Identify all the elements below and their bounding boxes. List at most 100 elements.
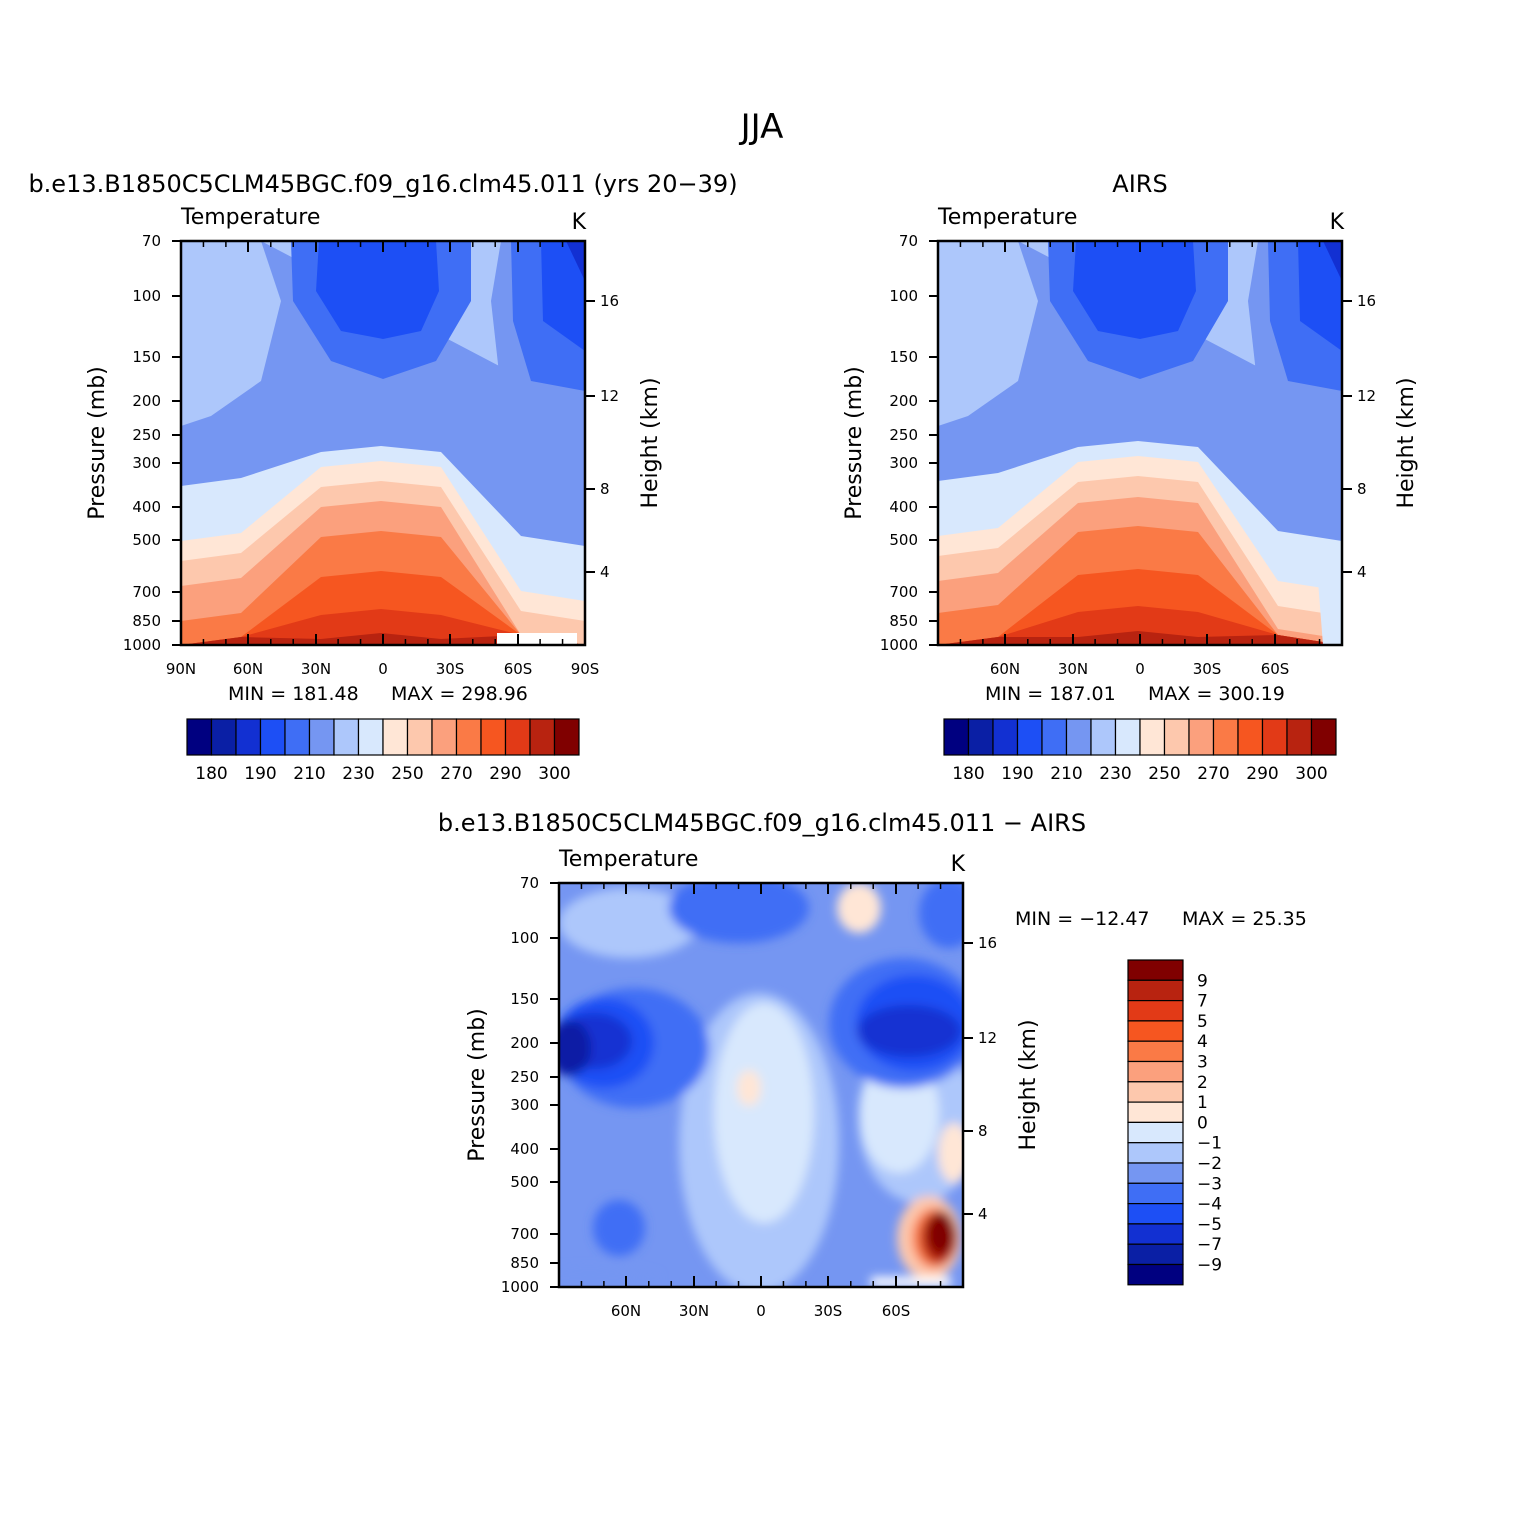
panel-diff-max: MAX = 25.35 <box>1182 908 1307 930</box>
colorbar-box <box>1065 718 1092 756</box>
height-tick-label: 12 <box>978 1029 997 1047</box>
contour-blob <box>927 1211 955 1255</box>
y-tick-label: 100 <box>889 287 918 305</box>
panel-diff-variable: Temperature <box>558 847 698 872</box>
contour-blob <box>857 1005 961 1057</box>
height-tick-label: 16 <box>978 934 997 952</box>
colorbar-label: 270 <box>440 764 472 784</box>
colorbar-box <box>1261 718 1288 756</box>
y-tick-label: 1000 <box>123 636 161 654</box>
height-tick-label: 12 <box>600 387 619 405</box>
colorbar-label: 190 <box>244 764 276 784</box>
colorbar-box <box>1127 1020 1184 1042</box>
colorbar-box <box>1127 1060 1184 1083</box>
y-tick-label: 300 <box>889 454 918 472</box>
colorbar-box <box>1127 959 1184 981</box>
y-tick-label: 700 <box>889 583 918 601</box>
contour-blob <box>714 1003 814 1223</box>
panel-model-units: K <box>572 210 587 235</box>
colorbar-label: −2 <box>1197 1154 1222 1174</box>
colorbar-box <box>1286 718 1313 756</box>
colorbar-box <box>308 718 335 756</box>
colorbar-label: −5 <box>1197 1215 1222 1235</box>
colorbar-box <box>1114 718 1141 756</box>
colorbar-box <box>1163 718 1190 756</box>
colorbar-box <box>1310 718 1337 756</box>
missing-data <box>871 1277 951 1287</box>
colorbar-label: 9 <box>1197 971 1208 991</box>
colorbar-label: 7 <box>1197 992 1208 1012</box>
colorbar-label: 290 <box>489 764 521 784</box>
colorbar-box <box>210 718 237 756</box>
colorbar-box <box>235 718 262 756</box>
panel-diff-field <box>559 883 963 1287</box>
y-tick-label: 250 <box>889 426 918 444</box>
y-tick-label: 150 <box>889 348 918 366</box>
height-tick-label: 4 <box>978 1205 988 1223</box>
colorbar-box <box>553 718 580 756</box>
contour-blob <box>559 1020 591 1076</box>
colorbar-label: 190 <box>1001 764 1033 784</box>
contour-band <box>566 241 585 281</box>
contour-band <box>1073 241 1196 339</box>
height-tick-label: 16 <box>600 292 619 310</box>
y-tick-label: 850 <box>889 612 918 630</box>
y-tick-label: 850 <box>510 1254 539 1272</box>
colorbar-label: 1 <box>1197 1093 1208 1113</box>
panel-model-variable: Temperature <box>180 205 320 230</box>
contour-band <box>938 606 1342 645</box>
panel-model-ylabel: Pressure (mb) <box>85 366 110 520</box>
colorbar-box <box>529 718 556 756</box>
x-tick-label: 90S <box>571 660 600 678</box>
contour-blob <box>593 1200 645 1256</box>
y-tick-label: 150 <box>510 990 539 1008</box>
colorbar-label: −9 <box>1197 1256 1222 1276</box>
panel-diff-min: MIN = −12.47 <box>1015 908 1150 930</box>
y-tick-label: 300 <box>132 454 161 472</box>
panel-diff-ylabel-right: Height (km) <box>1016 1019 1041 1150</box>
y-tick-label: 500 <box>510 1173 539 1191</box>
colorbar-box <box>1127 1243 1184 1266</box>
colorbar-box <box>1127 1142 1184 1164</box>
y-tick-label: 400 <box>889 498 918 516</box>
colorbar-box <box>259 718 286 756</box>
colorbar-box <box>333 718 360 756</box>
contour-band <box>1323 241 1342 281</box>
panel-model-ylabel-right: Height (km) <box>638 377 663 508</box>
colorbar-box <box>1127 1101 1184 1123</box>
colorbar-box <box>1139 718 1166 756</box>
colorbar-box <box>455 718 482 756</box>
colorbar-label: −7 <box>1197 1235 1222 1255</box>
height-tick-label: 12 <box>1357 387 1376 405</box>
y-tick-label: 150 <box>132 348 161 366</box>
panel-model-max: MAX = 298.96 <box>391 683 528 705</box>
colorbar-box <box>967 718 994 756</box>
colorbar-label: 300 <box>538 764 570 784</box>
panel-diff-units: K <box>951 852 966 877</box>
figure-title: JJA <box>739 107 784 147</box>
contour-band <box>1318 541 1342 645</box>
x-tick-label: 90N <box>166 660 196 678</box>
x-tick-label: 30N <box>1058 660 1088 678</box>
x-tick-label: 30N <box>679 1302 709 1320</box>
colorbar-label: 290 <box>1246 764 1278 784</box>
colorbar-box <box>1212 718 1239 756</box>
colorbar-label: 300 <box>1295 764 1327 784</box>
colorbar-box <box>1127 999 1184 1022</box>
y-tick-label: 500 <box>889 531 918 549</box>
y-tick-label: 100 <box>510 929 539 947</box>
panel-model-ticks: 90N 60N 30N 0 30S 60S 90S 70 100 150 200 250 300 400 5… <box>123 232 619 678</box>
y-tick-label: 400 <box>132 498 161 516</box>
panel-model-colorbar: 180 190 210 230 250 270 290 300 <box>186 718 580 784</box>
x-tick-label: 0 <box>756 1302 766 1320</box>
colorbar-box <box>1237 718 1264 756</box>
y-tick-label: 100 <box>132 287 161 305</box>
y-tick-label: 250 <box>510 1068 539 1086</box>
panel-diff-title: b.e13.B1850C5CLM45BGC.f09_g16.clm45.011 … <box>438 809 1086 837</box>
x-tick-label: 30S <box>1193 660 1222 678</box>
panel-airs-max: MAX = 300.19 <box>1148 683 1285 705</box>
x-tick-label: 60S <box>504 660 533 678</box>
x-tick-label: 30S <box>814 1302 843 1320</box>
